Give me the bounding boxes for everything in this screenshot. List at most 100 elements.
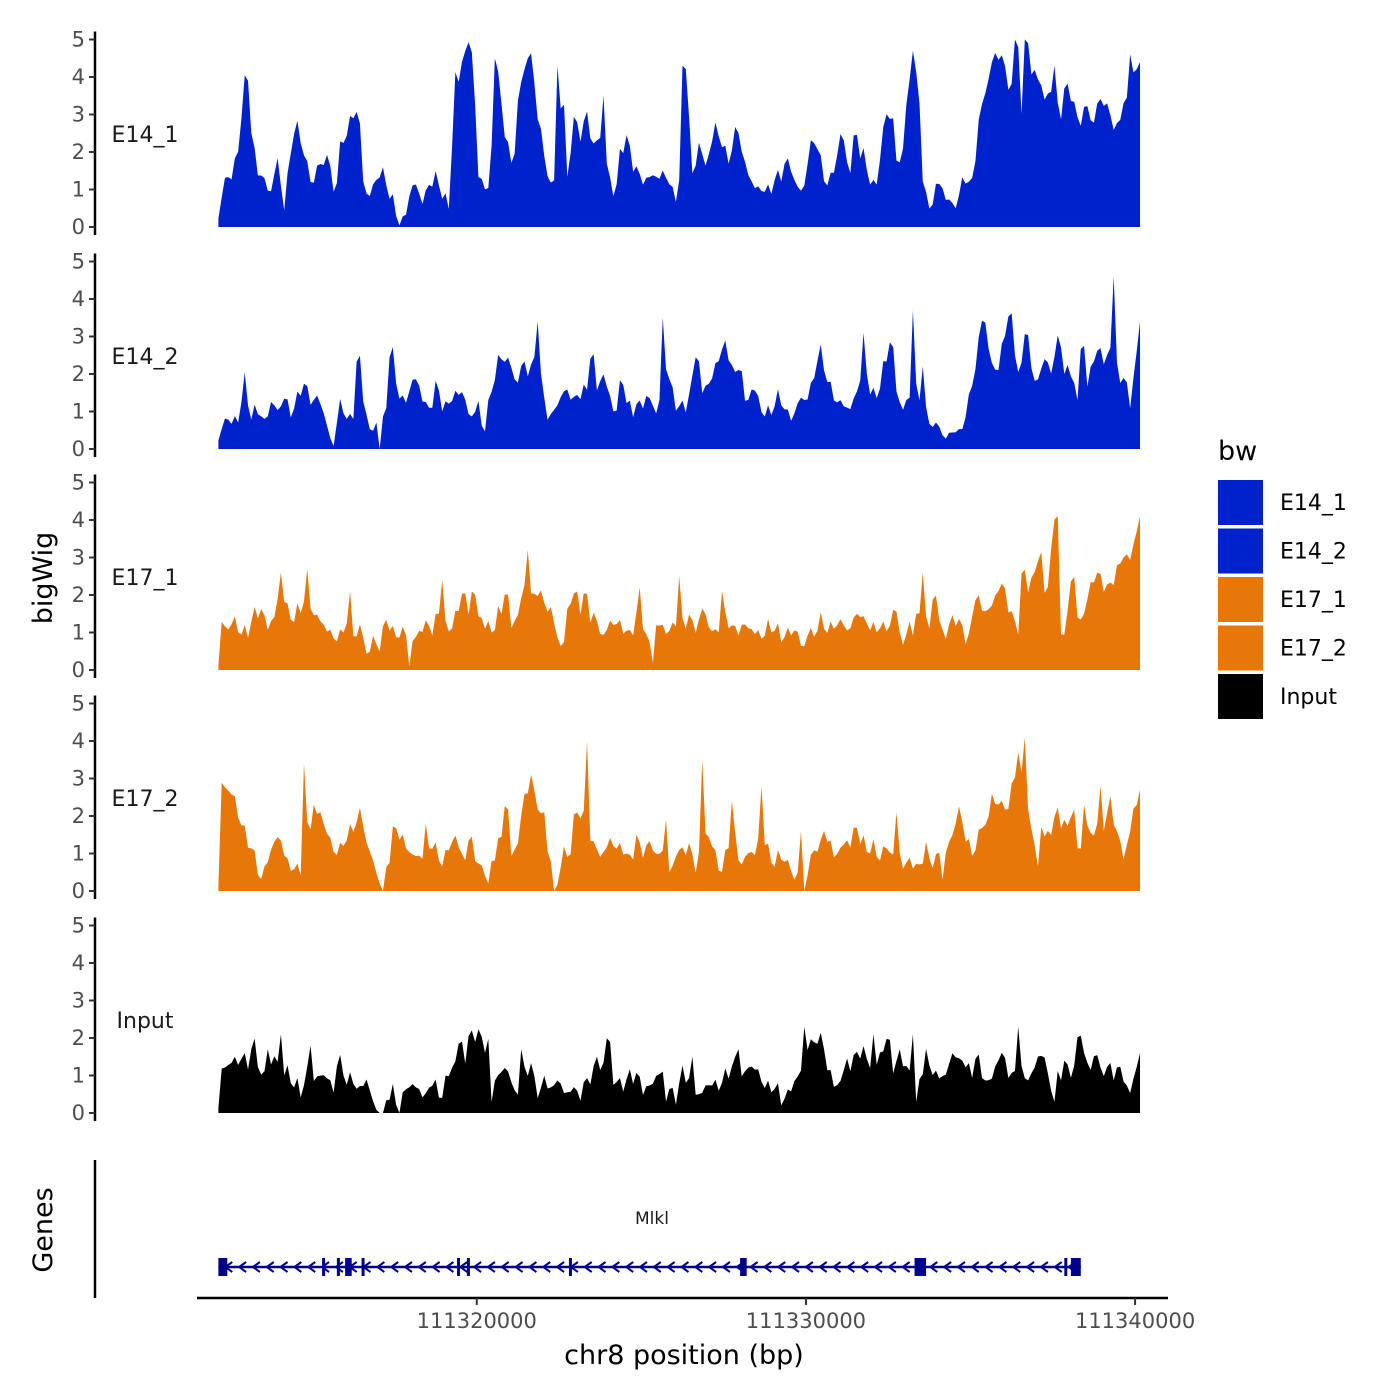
x-tick-label: 111340000	[1075, 1309, 1195, 1333]
strand-chevron	[859, 1261, 869, 1273]
y-tick-label: 2	[72, 362, 85, 386]
signal-area-input	[218, 1026, 1141, 1113]
signal-area-e14-1	[218, 39, 1141, 227]
gene-exon	[336, 1258, 340, 1276]
y-tick-label: 5	[72, 471, 85, 495]
track-label: Input	[117, 1009, 174, 1034]
signal-area-e17-1	[218, 516, 1141, 670]
strand-chevron	[541, 1261, 551, 1273]
strand-chevron	[790, 1261, 800, 1273]
strand-chevron	[527, 1261, 537, 1273]
track-label: E17_2	[112, 787, 179, 812]
track-input: 0 1 2 3 4 5 Input	[72, 914, 1141, 1125]
legend-swatch-e17-2	[1218, 625, 1263, 671]
strand-chevron	[624, 1261, 634, 1273]
strand-chevron	[665, 1261, 676, 1273]
strand-chevron	[292, 1261, 302, 1273]
strand-chevron	[707, 1261, 717, 1273]
legend-swatch-e14-2	[1218, 528, 1263, 574]
y-tick-label: 2	[72, 804, 85, 828]
y-tick-label: 0	[72, 1101, 85, 1125]
y-tick-label: 3	[72, 767, 85, 791]
track-e17-2: 0 1 2 3 4 5 E17_2	[72, 692, 1141, 903]
y-tick-label: 0	[72, 437, 85, 461]
gene-name-label: Mlkl	[635, 1209, 669, 1229]
y-tick-label: 0	[72, 658, 85, 682]
strand-chevron	[831, 1261, 842, 1273]
y-tick-label: 1	[72, 178, 85, 202]
strand-chevron	[956, 1261, 966, 1273]
track-label: E17_1	[112, 566, 179, 591]
y-tick-label: 4	[72, 729, 85, 753]
strand-chevron	[458, 1261, 468, 1273]
strand-chevron	[721, 1261, 731, 1273]
gene-exon	[345, 1258, 352, 1276]
y-tick-label: 4	[72, 287, 85, 311]
strand-chevron	[555, 1261, 565, 1273]
x-tick-label: 111320000	[417, 1309, 537, 1333]
gene-exon	[457, 1258, 461, 1276]
genes-axis-title: Genes	[28, 1187, 59, 1272]
y-tick-label: 5	[72, 250, 85, 274]
strand-chevron	[845, 1261, 855, 1273]
strand-chevron	[942, 1261, 952, 1273]
strand-chevron	[873, 1261, 883, 1273]
track-label: E14_1	[112, 123, 179, 148]
x-axis: 111320000 111330000 111340000	[197, 1296, 1195, 1333]
legend-label: E17_2	[1280, 637, 1347, 662]
gene-exon	[466, 1258, 470, 1276]
gene-exon	[361, 1258, 365, 1276]
y-tick-label: 1	[72, 400, 85, 424]
track-label: E14_2	[112, 345, 179, 370]
signal-area-e14-2	[218, 276, 1141, 449]
strand-chevron	[1053, 1261, 1063, 1273]
strand-chevron	[983, 1261, 994, 1273]
track-e14-1: 0 1 2 3 4 5 E14_1	[72, 28, 1141, 239]
strand-chevron	[444, 1261, 455, 1273]
legend: bw E14_1 E14_2 E17_1 E17_2 Input	[1218, 436, 1347, 719]
y-tick-label: 2	[72, 140, 85, 164]
y-tick-label: 3	[72, 103, 85, 127]
strand-chevron	[928, 1261, 938, 1273]
track-e14-2: 0 1 2 3 4 5 E14_2	[72, 250, 1141, 461]
strand-chevron	[804, 1261, 814, 1273]
strand-chevron	[265, 1261, 275, 1273]
strand-chevron	[679, 1261, 690, 1273]
track-e17-1: 0 1 2 3 4 5 E17_1	[72, 471, 1141, 682]
strand-chevron	[334, 1261, 344, 1273]
strand-chevron	[900, 1261, 911, 1273]
strand-chevron	[278, 1261, 289, 1273]
strand-chevron	[251, 1261, 261, 1273]
strand-chevron	[970, 1261, 980, 1273]
y-tick-label: 5	[72, 28, 85, 52]
gene-exon	[1070, 1258, 1081, 1276]
strand-chevron	[817, 1261, 828, 1273]
y-tick-label: 1	[72, 1064, 85, 1088]
strand-chevron	[887, 1261, 897, 1273]
legend-swatch-e17-1	[1218, 577, 1263, 622]
y-axis-title: bigWig	[28, 532, 59, 625]
y-tick-label: 1	[72, 842, 85, 866]
strand-chevron	[389, 1261, 399, 1273]
y-tick-label: 5	[72, 692, 85, 716]
legend-swatch-e14-1	[1218, 480, 1263, 525]
gene-exon	[1064, 1258, 1068, 1276]
strand-chevron	[652, 1261, 662, 1273]
strand-chevron	[776, 1261, 786, 1273]
gene-exon	[322, 1258, 326, 1276]
y-tick-label: 2	[72, 583, 85, 607]
x-axis-title: chr8 position (bp)	[564, 1340, 804, 1371]
strand-chevron	[596, 1261, 607, 1273]
strand-chevron	[306, 1261, 316, 1273]
x-tick-label: 111330000	[746, 1309, 866, 1333]
y-tick-label: 2	[72, 1026, 85, 1050]
strand-chevron	[320, 1261, 330, 1273]
y-tick-label: 4	[72, 951, 85, 975]
gene-exon	[914, 1258, 927, 1276]
strand-chevron	[638, 1261, 648, 1273]
strand-chevron	[610, 1261, 620, 1273]
y-tick-label: 0	[72, 879, 85, 903]
strand-chevron	[500, 1261, 510, 1273]
gene-exon	[740, 1258, 747, 1276]
